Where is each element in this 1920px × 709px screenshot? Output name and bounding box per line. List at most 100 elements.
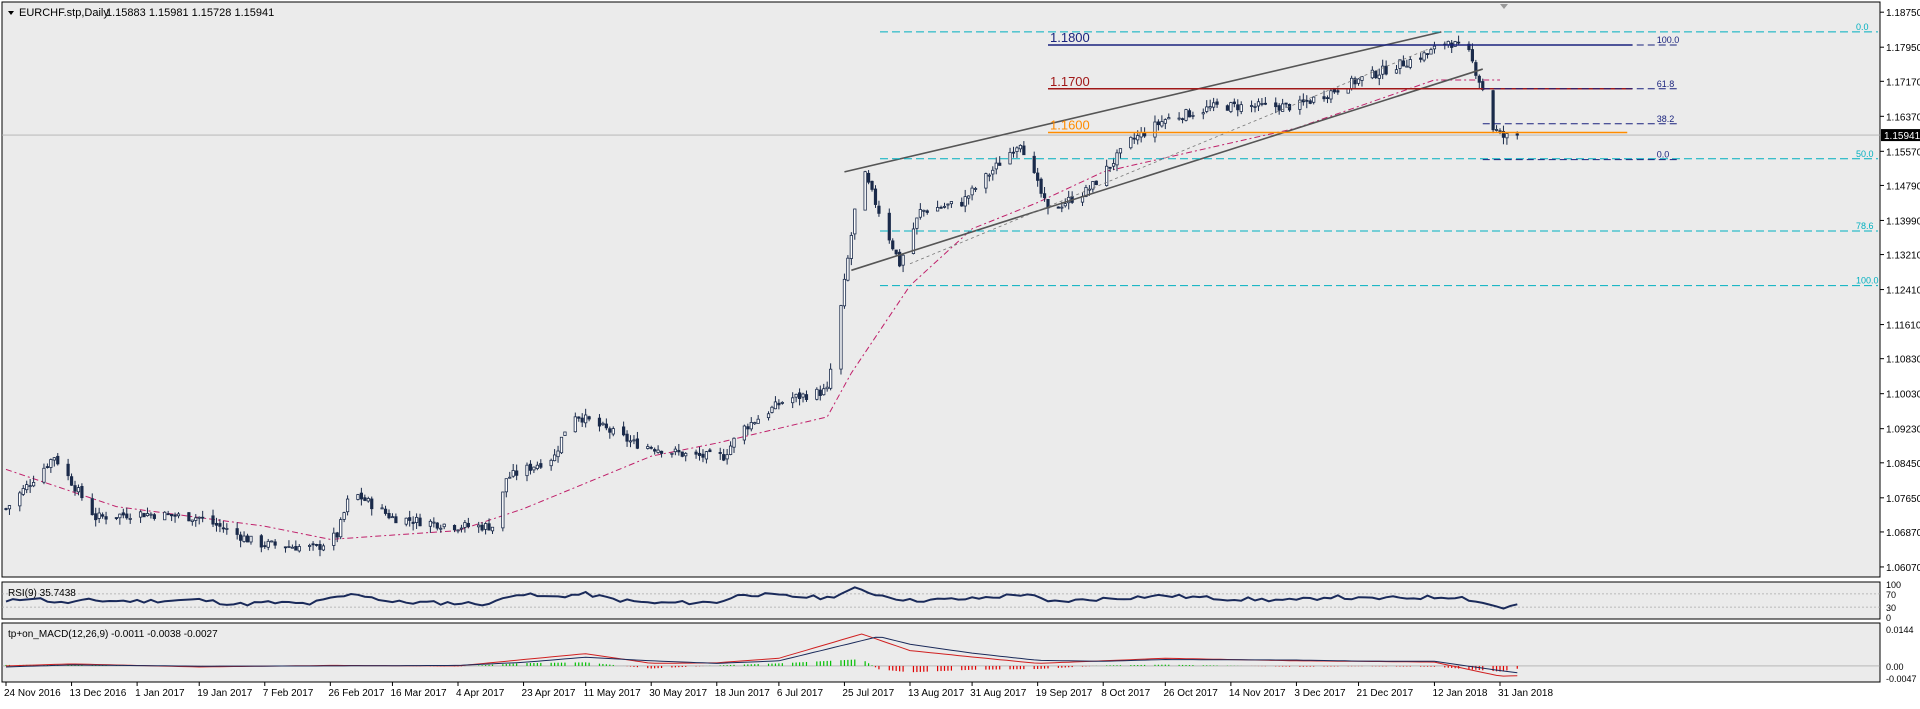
- candle-body: [866, 172, 871, 183]
- main-price-panel[interactable]: [1, 1, 1881, 578]
- ohlc-readout: 1.15883 1.15981 1.15728 1.15941: [106, 7, 274, 19]
- candle-body: [439, 527, 443, 530]
- macd-tick-label: 0.0144: [1886, 625, 1914, 635]
- candle-body: [1191, 114, 1195, 117]
- candle-body: [1298, 99, 1302, 110]
- candle-body: [263, 545, 267, 548]
- candle-body: [152, 514, 156, 519]
- price-tick-label: 1.17950: [1886, 43, 1920, 54]
- price-tick-label: 1.14790: [1886, 181, 1920, 192]
- price-tick-label: 1.17170: [1886, 77, 1920, 88]
- candle-body: [408, 517, 412, 521]
- candle-body: [1239, 104, 1243, 112]
- candle-body: [490, 526, 495, 532]
- time-tick-label: 11 May 2017: [584, 688, 642, 699]
- candle-body: [528, 463, 533, 471]
- candle-body: [1132, 137, 1136, 140]
- candle-body: [991, 169, 995, 175]
- candle-body: [318, 544, 322, 550]
- current-price-box: [1881, 129, 1920, 142]
- candle-body: [1446, 40, 1450, 46]
- fib2-label: 61.8: [1657, 79, 1675, 89]
- price-tick-label: 1.06070: [1886, 563, 1920, 574]
- level-label: 1.1700: [1050, 74, 1090, 89]
- candle-body: [45, 466, 50, 468]
- candle-body: [635, 438, 640, 449]
- candle-body: [69, 476, 74, 486]
- macd-title: tp+on_MACD(12,26,9) -0.0011 -0.0038 -0.0…: [8, 629, 218, 640]
- rsi-line: [5, 586, 1518, 610]
- time-tick-label: 4 Apr 2017: [456, 688, 505, 699]
- candle-body: [1398, 59, 1402, 69]
- candle-body: [777, 402, 781, 406]
- candle-body: [898, 251, 902, 267]
- macd-panel[interactable]: [1, 622, 1881, 683]
- candle-body: [73, 485, 77, 492]
- candle-body: [414, 516, 419, 523]
- candle-body: [487, 523, 491, 531]
- candle-body: [1105, 165, 1109, 186]
- candle-body: [684, 452, 688, 457]
- candle-body: [556, 450, 560, 458]
- candle-body: [791, 397, 795, 404]
- candle-body: [967, 195, 971, 199]
- candle-body: [511, 470, 515, 477]
- candle-body: [283, 546, 288, 549]
- candle-body: [201, 516, 205, 519]
- candle-body: [294, 546, 298, 551]
- candle-body: [1094, 180, 1098, 186]
- rsi-panel[interactable]: [1, 581, 1881, 620]
- candle-body: [459, 527, 464, 530]
- candle-body: [321, 545, 326, 551]
- candle-body: [390, 516, 395, 519]
- candle-body: [480, 524, 484, 531]
- candle-body: [501, 491, 505, 529]
- candle-body: [1329, 90, 1333, 100]
- time-tick-label: 26 Oct 2017: [1163, 688, 1218, 699]
- candle-body: [1325, 97, 1330, 99]
- candle-body: [314, 544, 319, 546]
- candle-body: [218, 523, 222, 527]
- candle-body: [725, 454, 729, 460]
- candle-body: [580, 417, 584, 423]
- candle-body: [877, 205, 881, 214]
- candle-body: [311, 543, 315, 546]
- horizontal-levels: 1.1800 1.1700 1.1600: [1048, 30, 1633, 134]
- candle-body: [1422, 52, 1426, 61]
- candle-body: [1370, 69, 1374, 79]
- candle-body: [804, 394, 809, 400]
- candle-body: [1212, 102, 1216, 108]
- candle-body: [380, 507, 384, 510]
- candle-body: [211, 515, 215, 525]
- candle-body: [653, 449, 657, 452]
- time-tick-label: 26 Feb 2017: [328, 688, 385, 699]
- candle-body: [1115, 152, 1119, 166]
- candle-body: [1356, 78, 1361, 84]
- candle-body: [608, 428, 612, 433]
- dropdown-arrow-icon[interactable]: [8, 11, 14, 15]
- candle-body: [176, 513, 181, 517]
- candle-body: [632, 439, 636, 442]
- candle-body: [1249, 105, 1254, 107]
- time-tick-label: 16 Mar 2017: [390, 688, 447, 699]
- candle-body: [701, 453, 705, 458]
- candle-body: [101, 514, 105, 517]
- candle-body: [994, 162, 998, 170]
- candle-body: [849, 235, 853, 259]
- rsi-title: RSI(9) 35.7438: [8, 588, 76, 599]
- candle-body: [235, 528, 239, 535]
- candle-body: [797, 392, 802, 400]
- candle-body: [573, 416, 577, 433]
- candle-body: [818, 389, 822, 396]
- candle-body: [66, 463, 70, 477]
- candle-body: [1215, 101, 1219, 105]
- shift-marker-icon[interactable]: [1500, 4, 1508, 9]
- candle-body: [145, 513, 150, 517]
- candle-body: [1039, 178, 1043, 194]
- candle-body: [1163, 119, 1167, 124]
- candle-body: [873, 188, 878, 205]
- candle-body: [887, 212, 891, 241]
- candle-body: [746, 426, 750, 430]
- candle-body: [1022, 145, 1026, 156]
- fib-label: 78.6: [1856, 221, 1874, 231]
